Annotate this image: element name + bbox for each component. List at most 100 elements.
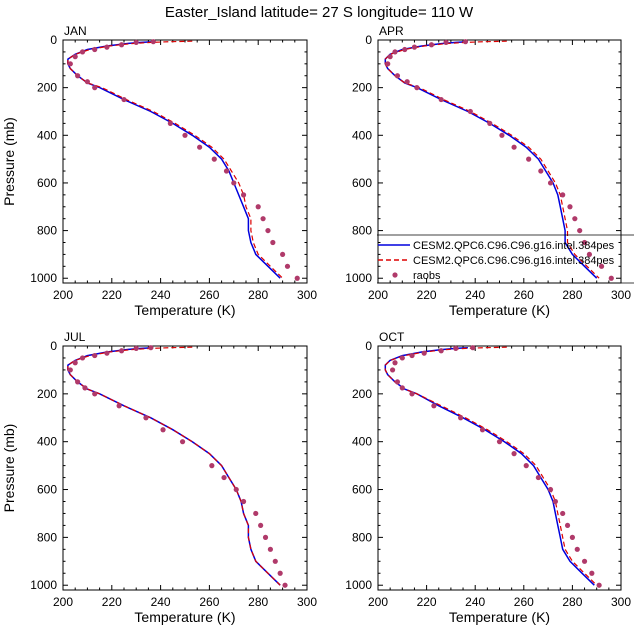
raobs-marker bbox=[438, 96, 444, 103]
y-tick-label: 800 bbox=[37, 530, 57, 544]
raobs-marker bbox=[496, 439, 503, 445]
x-tick-label: 280 bbox=[562, 288, 582, 302]
x-tick-label: 200 bbox=[53, 595, 73, 609]
raobs-marker bbox=[535, 474, 541, 481]
raobs-marker bbox=[411, 44, 418, 50]
legend-marker bbox=[392, 272, 398, 278]
y-tick-label: 400 bbox=[37, 128, 57, 142]
raobs-marker bbox=[79, 355, 86, 361]
raobs-marker bbox=[72, 54, 78, 60]
raobs-marker bbox=[150, 39, 156, 45]
y-tick-label: 600 bbox=[37, 176, 57, 190]
x-tick-label: 200 bbox=[368, 288, 388, 302]
panel-title: JUL bbox=[64, 330, 86, 344]
raobs-marker bbox=[389, 367, 396, 373]
raobs-marker bbox=[385, 61, 391, 67]
raobs-marker bbox=[133, 39, 139, 45]
raobs-marker bbox=[392, 49, 398, 55]
raobs-marker bbox=[499, 132, 505, 138]
x-tick-label: 280 bbox=[248, 595, 268, 609]
model-line-solid bbox=[384, 346, 595, 586]
raobs-marker bbox=[148, 345, 154, 351]
y-tick-label: 0 bbox=[365, 33, 372, 47]
y-tick-label: 200 bbox=[352, 81, 372, 95]
raobs-marker bbox=[92, 46, 98, 53]
raobs-marker bbox=[387, 54, 393, 60]
raobs-marker bbox=[221, 474, 227, 481]
raobs-marker bbox=[197, 144, 203, 150]
raobs-marker bbox=[167, 120, 173, 126]
raobs-marker bbox=[118, 42, 125, 48]
model-line-solid bbox=[67, 346, 281, 586]
x-axis-label: Temperature (K) bbox=[449, 609, 550, 625]
y-tick-label: 1000 bbox=[30, 578, 57, 592]
legend: CESM2.QPC6.C96.C96.g16.intel.384pes CESM2… bbox=[377, 234, 634, 284]
raobs-marker bbox=[547, 486, 554, 493]
raobs-marker bbox=[581, 558, 588, 564]
raobs-marker bbox=[598, 263, 605, 269]
legend-label: raobs bbox=[413, 270, 441, 282]
raobs-marker bbox=[75, 379, 81, 385]
raobs-marker bbox=[409, 352, 415, 359]
y-tick-label: 600 bbox=[352, 483, 372, 497]
raobs-marker bbox=[270, 239, 276, 246]
x-tick-label: 300 bbox=[297, 288, 317, 302]
legend-label: CESM2.QPC6.C96.C96.g16.intel.384pes bbox=[413, 255, 615, 267]
raobs-marker bbox=[211, 156, 217, 162]
panel-jan: JAN 200 220 240 260 280 300 0 200 400 600 800 1000 Te… bbox=[1, 24, 317, 318]
raobs-marker bbox=[560, 192, 566, 198]
raobs-marker bbox=[479, 427, 486, 433]
x-tick-label: 240 bbox=[465, 595, 485, 609]
raobs-marker bbox=[421, 350, 427, 356]
raobs-marker bbox=[72, 360, 78, 366]
raobs-marker bbox=[462, 39, 469, 45]
raobs-marker bbox=[265, 227, 271, 234]
raobs-marker bbox=[523, 463, 529, 469]
panel-title: APR bbox=[379, 24, 404, 38]
raobs-marker bbox=[572, 216, 578, 222]
raobs-marker bbox=[67, 61, 73, 67]
plot-frame bbox=[377, 345, 622, 591]
raobs-marker bbox=[404, 79, 410, 85]
raobs-marker bbox=[402, 46, 408, 53]
raobs-marker bbox=[394, 379, 401, 385]
raobs-marker bbox=[453, 345, 459, 351]
y-tick-label: 200 bbox=[352, 387, 372, 401]
raobs-marker bbox=[467, 108, 473, 115]
raobs-marker bbox=[277, 570, 283, 576]
raobs-marker bbox=[262, 534, 269, 540]
raobs-marker bbox=[118, 348, 125, 354]
raobs-marker bbox=[547, 180, 554, 186]
x-tick-label: 220 bbox=[102, 595, 122, 609]
figure-title: Easter_Island latitude= 27 S longitude= … bbox=[165, 4, 474, 21]
legend-label: CESM2.QPC6.C96.C96.g16.intel.384pes bbox=[413, 240, 615, 252]
raobs-marker bbox=[240, 192, 247, 198]
raobs-marker bbox=[133, 345, 139, 351]
raobs-marker bbox=[282, 582, 288, 588]
panel-title: JAN bbox=[64, 24, 87, 38]
raobs-marker bbox=[160, 427, 166, 433]
y-tick-label: 800 bbox=[37, 224, 57, 238]
x-tick-label: 240 bbox=[465, 288, 485, 302]
y-axis-label: Pressure (mb) bbox=[1, 117, 17, 206]
panel-title: OCT bbox=[379, 330, 405, 344]
y-tick-label: 1000 bbox=[30, 271, 57, 285]
raobs-marker bbox=[179, 439, 186, 445]
raobs-marker bbox=[487, 120, 493, 126]
raobs-marker bbox=[409, 391, 415, 397]
x-tick-label: 240 bbox=[151, 288, 171, 302]
raobs-marker bbox=[569, 534, 576, 540]
raobs-marker bbox=[458, 415, 464, 421]
raobs-marker bbox=[560, 510, 566, 517]
raobs-marker bbox=[574, 546, 580, 552]
y-tick-label: 0 bbox=[365, 339, 372, 353]
y-tick-label: 1000 bbox=[345, 578, 372, 592]
plot-frame bbox=[62, 345, 308, 591]
x-tick-label: 240 bbox=[151, 595, 171, 609]
y-tick-label: 200 bbox=[37, 81, 57, 95]
raobs-marker bbox=[92, 85, 98, 91]
x-tick-label: 220 bbox=[417, 288, 437, 302]
x-tick-label: 260 bbox=[199, 288, 219, 302]
raobs-marker bbox=[231, 180, 237, 186]
